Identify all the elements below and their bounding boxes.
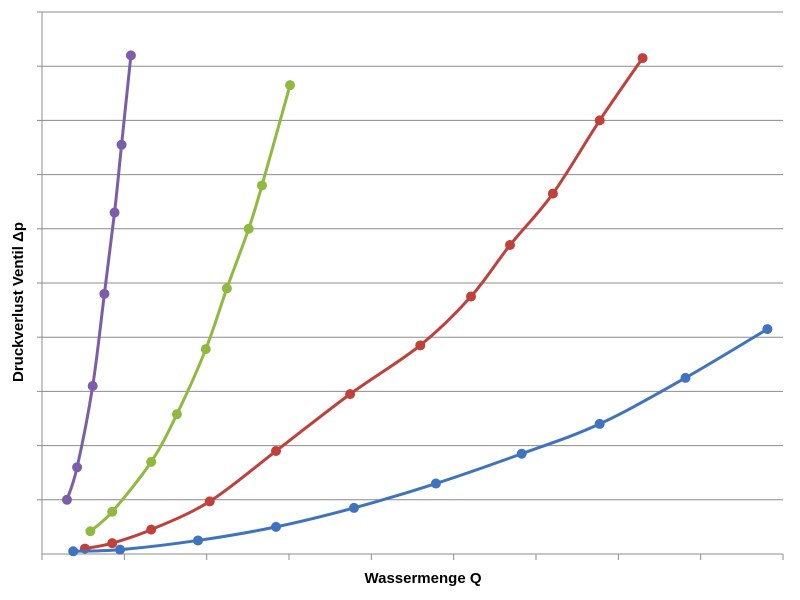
data-point xyxy=(680,372,691,383)
data-point xyxy=(107,538,118,549)
series-line xyxy=(71,327,769,553)
series-3 xyxy=(79,53,648,554)
data-point xyxy=(243,223,254,234)
data-point xyxy=(466,291,476,302)
data-point xyxy=(109,207,120,218)
data-point xyxy=(200,344,211,355)
data-point xyxy=(115,544,125,555)
series-line xyxy=(65,53,133,502)
series-group xyxy=(61,50,773,557)
series-2 xyxy=(85,80,296,537)
data-point xyxy=(345,389,356,400)
data-point xyxy=(85,526,96,537)
data-point xyxy=(349,502,359,513)
series-line xyxy=(83,56,645,551)
data-point xyxy=(505,240,515,251)
data-point xyxy=(61,494,72,505)
data-point xyxy=(72,462,83,473)
data-point xyxy=(516,448,527,459)
series-4 xyxy=(68,324,773,557)
gridlines xyxy=(42,11,783,501)
data-point xyxy=(87,380,98,391)
axes xyxy=(37,11,784,560)
data-point xyxy=(594,418,605,429)
data-point xyxy=(193,535,203,546)
data-point xyxy=(171,409,182,420)
data-point xyxy=(271,521,281,532)
data-point xyxy=(107,506,118,517)
data-point xyxy=(116,139,127,150)
data-point xyxy=(594,115,605,126)
data-point xyxy=(146,524,157,535)
data-point xyxy=(221,283,232,294)
data-point xyxy=(762,324,773,335)
data-point xyxy=(256,180,267,191)
series-1 xyxy=(61,50,136,505)
data-point xyxy=(547,188,558,199)
data-point xyxy=(68,546,79,557)
data-point xyxy=(146,456,157,467)
data-point xyxy=(430,478,441,489)
data-point xyxy=(125,50,136,61)
y-axis-title: Druckverlust Ventil Δp xyxy=(10,222,27,382)
data-point xyxy=(285,80,296,91)
data-point xyxy=(415,340,426,351)
data-point xyxy=(204,496,215,507)
data-point xyxy=(637,53,648,64)
data-point xyxy=(271,446,281,457)
x-axis-title: Wassermenge Q xyxy=(365,570,482,587)
data-point xyxy=(99,288,110,299)
